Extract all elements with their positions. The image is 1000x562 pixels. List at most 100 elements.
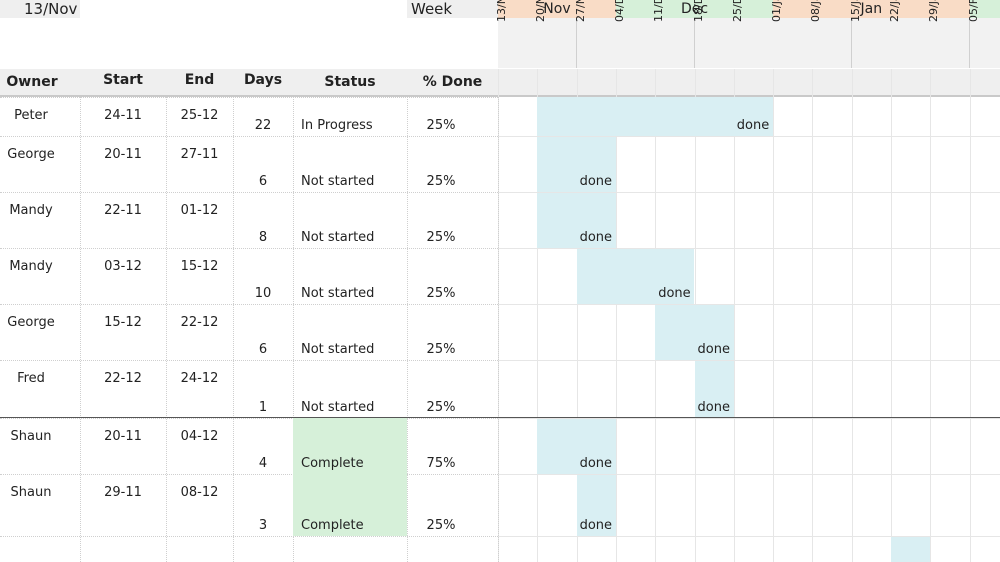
task-bar-label: done	[736, 118, 770, 133]
week-cell[interactable]	[407, 0, 498, 18]
grid-row-line	[498, 192, 1000, 193]
header-owner[interactable]: Owner	[6, 74, 58, 90]
cell-status[interactable]: Not started	[301, 230, 375, 245]
column-header-bar	[0, 69, 1000, 95]
cell-owner[interactable]: George	[7, 315, 55, 330]
task-bar[interactable]	[576, 474, 616, 536]
cell-owner[interactable]: George	[7, 147, 55, 162]
cell-start[interactable]: 24-11	[104, 108, 142, 123]
cell-days[interactable]: 22	[254, 118, 272, 133]
grid-col-line	[891, 69, 892, 562]
column-divider	[498, 97, 499, 562]
grid-row-line	[498, 536, 1000, 537]
cell-days[interactable]: 6	[258, 342, 268, 357]
row-divider	[0, 536, 498, 537]
grid-row-line	[498, 418, 1000, 419]
month-jan[interactable]: Jan	[773, 0, 970, 18]
cell-done[interactable]: 25%	[426, 342, 456, 357]
header-done[interactable]: % Done	[422, 74, 483, 90]
task-bar[interactable]	[891, 536, 931, 562]
header-days[interactable]: Days	[243, 72, 283, 88]
task-bar[interactable]	[576, 248, 695, 304]
cell-status[interactable]: Not started	[301, 174, 375, 189]
cell-status[interactable]: Not started	[301, 286, 375, 301]
task-bar[interactable]	[537, 418, 616, 474]
week-header-5[interactable]: 18/Dec	[692, 0, 735, 68]
cell-days[interactable]: 1	[258, 400, 268, 415]
week-header-2[interactable]: 27/Nov	[574, 0, 617, 68]
cell-status[interactable]: Not started	[301, 342, 375, 357]
row-divider	[0, 248, 498, 249]
task-bar-label: done	[658, 286, 691, 301]
cell-owner[interactable]: Fred	[17, 371, 45, 386]
week-header-12[interactable]: 05/Feb	[967, 0, 1000, 68]
cell-owner[interactable]: Shaun	[10, 429, 52, 444]
cell-days[interactable]: 6	[258, 174, 268, 189]
cell-done[interactable]: 75%	[426, 456, 456, 471]
task-bar[interactable]	[537, 192, 616, 248]
cell-start[interactable]: 20-11	[104, 429, 142, 444]
cell-end[interactable]: 25-12	[180, 108, 219, 123]
cell-start[interactable]: 03-12	[104, 259, 142, 274]
header-end[interactable]: End	[184, 72, 215, 88]
cell-owner[interactable]: Shaun	[10, 485, 52, 500]
task-bar-label: done	[697, 400, 730, 415]
week-header-8[interactable]: 08/Jan	[809, 0, 853, 68]
cell-status[interactable]: Not started	[301, 400, 375, 415]
cell-end[interactable]: 01-12	[180, 203, 219, 218]
cell-end[interactable]: 15-12	[180, 259, 219, 274]
cell-start[interactable]: 29-11	[104, 485, 142, 500]
week-header-6[interactable]: 25/Dec	[731, 0, 774, 68]
cell-days[interactable]: 3	[258, 518, 268, 533]
cell-start[interactable]: 22-12	[104, 371, 142, 386]
cell-days[interactable]: 4	[258, 456, 268, 471]
cell-done[interactable]: 25%	[426, 230, 456, 245]
grid-col-line	[773, 69, 775, 562]
cell-done[interactable]: 25%	[426, 518, 456, 533]
grid-col-line	[930, 69, 932, 562]
header-start[interactable]: Start	[103, 72, 143, 88]
grid-col-line	[537, 69, 539, 562]
cell-owner[interactable]: Mandy	[9, 203, 53, 218]
cell-days[interactable]: 8	[258, 230, 268, 245]
month-next[interactable]	[969, 0, 1000, 18]
date-cell[interactable]	[0, 0, 80, 18]
task-bar[interactable]	[655, 304, 734, 360]
cell-start[interactable]: 22-11	[104, 203, 142, 218]
cell-days[interactable]: 10	[254, 286, 272, 301]
task-bar[interactable]	[537, 136, 616, 192]
cell-start[interactable]: 15-12	[104, 315, 142, 330]
cell-status[interactable]: In Progress	[301, 118, 373, 133]
cell-end[interactable]: 27-11	[180, 147, 219, 162]
week-header-4[interactable]: 11/Dec	[652, 0, 696, 68]
cell-end[interactable]: 08-12	[180, 485, 219, 500]
header-status[interactable]: Status	[324, 74, 376, 90]
cell-end[interactable]: 04-12	[180, 429, 219, 444]
cell-done[interactable]: 25%	[426, 286, 456, 301]
cell-status[interactable]: Complete	[301, 456, 364, 471]
cell-done[interactable]: 25%	[426, 174, 456, 189]
row-divider	[0, 360, 498, 361]
month-nov[interactable]: Nov	[498, 0, 616, 18]
cell-end[interactable]: 24-12	[180, 371, 219, 386]
week-header-1[interactable]: 20/Nov	[534, 0, 578, 68]
row-divider	[0, 474, 498, 475]
column-divider	[166, 97, 167, 562]
cell-start[interactable]: 20-11	[104, 147, 142, 162]
grid-row-line	[498, 360, 1000, 361]
cell-status[interactable]: Complete	[301, 518, 364, 533]
row-divider	[0, 304, 498, 305]
column-divider	[407, 97, 408, 562]
cell-end[interactable]: 22-12	[180, 315, 219, 330]
cell-done[interactable]: 25%	[426, 118, 456, 133]
task-bar[interactable]	[694, 360, 734, 418]
cell-owner[interactable]: Peter	[14, 108, 48, 123]
month-dec[interactable]: Dec	[615, 0, 774, 18]
grid-col-line	[733, 69, 735, 562]
cell-owner[interactable]: Mandy	[9, 259, 53, 274]
week-header-11[interactable]: 29/Jan	[927, 0, 971, 68]
cell-done[interactable]: 25%	[426, 400, 456, 415]
row-divider	[0, 192, 498, 193]
task-bar[interactable]	[537, 97, 774, 136]
